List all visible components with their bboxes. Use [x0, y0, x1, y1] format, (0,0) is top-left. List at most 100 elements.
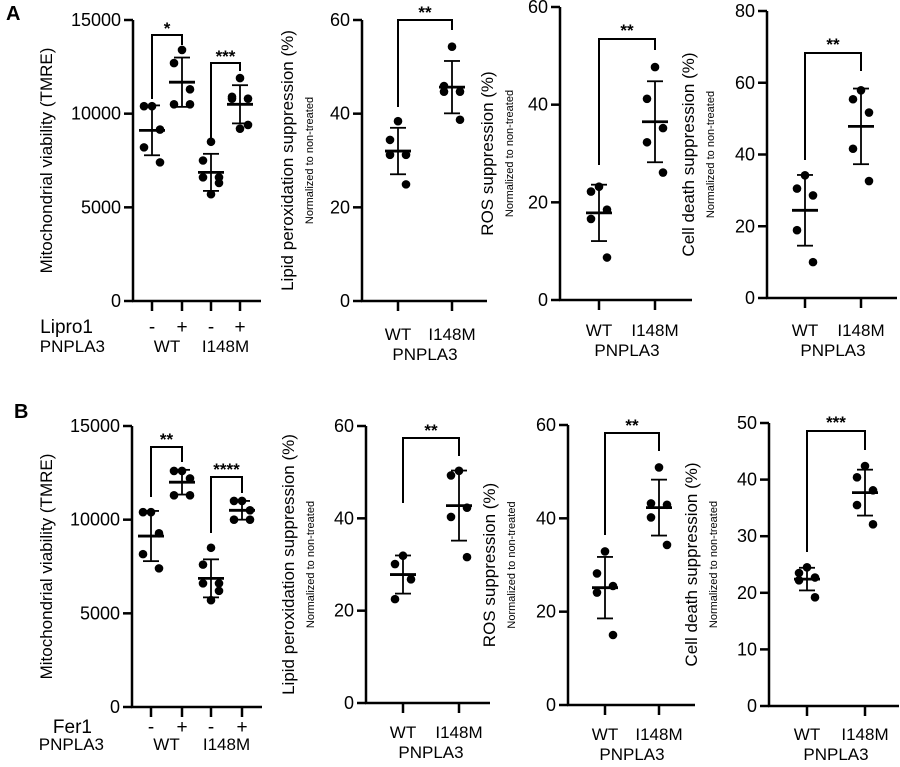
data-point — [198, 579, 208, 588]
data-point — [185, 474, 195, 483]
data-point — [214, 586, 224, 596]
group-2 — [642, 62, 668, 177]
significance-label: *** — [216, 47, 236, 66]
treatment-label: - — [148, 717, 154, 738]
data-point — [155, 125, 165, 134]
plot-panel-2: 0 20 40 60 Lipid peroxidation suppression (%… — [278, 3, 487, 364]
data-point — [169, 466, 179, 476]
data-point — [646, 513, 656, 522]
y-tick-label: 0 — [111, 291, 121, 311]
data-point — [662, 500, 672, 510]
group-4 — [227, 73, 253, 133]
plot-panel-3: 0 20 40 60 ROS suppression (%) Normalized to … — [478, 0, 692, 360]
genotype-row-label: PNPLA3 — [40, 337, 105, 356]
data-point — [586, 187, 596, 196]
genotype-row-label: PNPLA3 — [39, 735, 104, 754]
data-point — [852, 500, 862, 510]
data-point — [642, 137, 652, 147]
y-axis-sublabel: Normalized to non-treated — [705, 91, 717, 218]
y-tick-label: 30 — [737, 526, 757, 546]
plot-panel-1: 0 5000 10000 15000 Mitochondrial viability (… — [37, 10, 261, 356]
data-point — [462, 503, 472, 513]
genotype-label: WT — [153, 735, 179, 754]
group-1 — [592, 547, 618, 640]
data-point — [206, 189, 216, 199]
data-point — [602, 253, 612, 262]
treatment-label: - — [208, 717, 214, 738]
plot-panel-8: 0 10 20 30 40 50 Cell death suppression (%) Nor… — [682, 413, 899, 764]
group-4 — [229, 496, 255, 524]
data-point — [227, 94, 237, 103]
x-axis-label: PNPLA3 — [803, 745, 868, 764]
data-point — [185, 100, 195, 109]
data-point — [385, 135, 395, 145]
group-2 — [169, 45, 195, 109]
group-1 — [139, 101, 165, 167]
y-tick-label: 20 — [737, 583, 757, 603]
y-tick-label: 60 — [330, 10, 350, 30]
data-point — [800, 171, 810, 180]
x-axis-label: PNPLA3 — [398, 743, 463, 762]
significance-label: **** — [213, 460, 240, 479]
x-category-label: WT — [385, 325, 411, 344]
y-axis-sublabel: Normalized to non-treated — [305, 501, 317, 628]
significance-bracket — [604, 432, 660, 535]
data-point — [237, 496, 247, 506]
data-point — [398, 551, 408, 561]
data-point — [792, 225, 802, 235]
data-point — [390, 594, 400, 604]
group-2 — [852, 461, 878, 529]
x-axis-label: PNPLA3 — [599, 745, 664, 764]
data-point — [650, 62, 660, 72]
genotype-label: WT — [154, 337, 180, 356]
data-point — [794, 568, 804, 578]
treatment-row-label: Fer1 — [53, 717, 92, 738]
y-axis-label: ROS suppression (%) — [478, 71, 497, 235]
y-tick-label: 20 — [330, 197, 350, 217]
group-2 — [446, 466, 472, 562]
data-point — [810, 573, 820, 582]
data-point — [169, 100, 179, 109]
treatment-label: - — [149, 317, 155, 338]
data-point — [198, 560, 208, 569]
data-point — [235, 124, 245, 133]
significance-bracket — [598, 38, 656, 165]
significance-label: ** — [424, 421, 438, 440]
data-point — [214, 579, 224, 588]
y-axis-label: Lipid peroxidation suppression (%) — [279, 434, 298, 695]
data-point — [808, 191, 818, 200]
data-point — [446, 471, 456, 480]
y-tick-label: 10000 — [71, 104, 121, 124]
significance-label: *** — [826, 413, 846, 432]
y-tick-label: 20 — [334, 601, 354, 621]
data-point — [139, 101, 149, 111]
data-point — [177, 466, 187, 476]
y-axis-sublabel: Normalized to non-treated — [304, 97, 316, 224]
group-1 — [390, 551, 416, 604]
data-point — [138, 549, 148, 559]
data-point — [229, 496, 239, 506]
x-category-label: WT — [390, 723, 416, 742]
y-tick-label: 20 — [528, 192, 548, 212]
group-2 — [646, 463, 672, 550]
x-axis-label: PNPLA3 — [392, 345, 457, 364]
x-category-label: WT — [586, 321, 612, 340]
data-point — [586, 214, 596, 224]
data-point — [214, 178, 224, 188]
group-2 — [439, 42, 465, 125]
group-1 — [586, 182, 612, 262]
data-point — [455, 87, 465, 96]
group-2 — [169, 466, 195, 500]
y-tick-label: 10000 — [70, 510, 120, 530]
data-point — [154, 564, 164, 573]
significance-label: ** — [625, 416, 639, 435]
y-tick-label: 40 — [528, 95, 548, 115]
y-tick-label: 20 — [735, 216, 755, 236]
data-point — [646, 499, 656, 508]
data-point — [245, 515, 255, 524]
y-tick-label: 5000 — [81, 197, 121, 217]
data-point — [654, 463, 664, 472]
data-point — [802, 563, 812, 572]
data-point — [243, 120, 253, 130]
plot-panel-4: 0 20 40 60 80 Cell death suppression (%) Norma… — [679, 1, 897, 360]
